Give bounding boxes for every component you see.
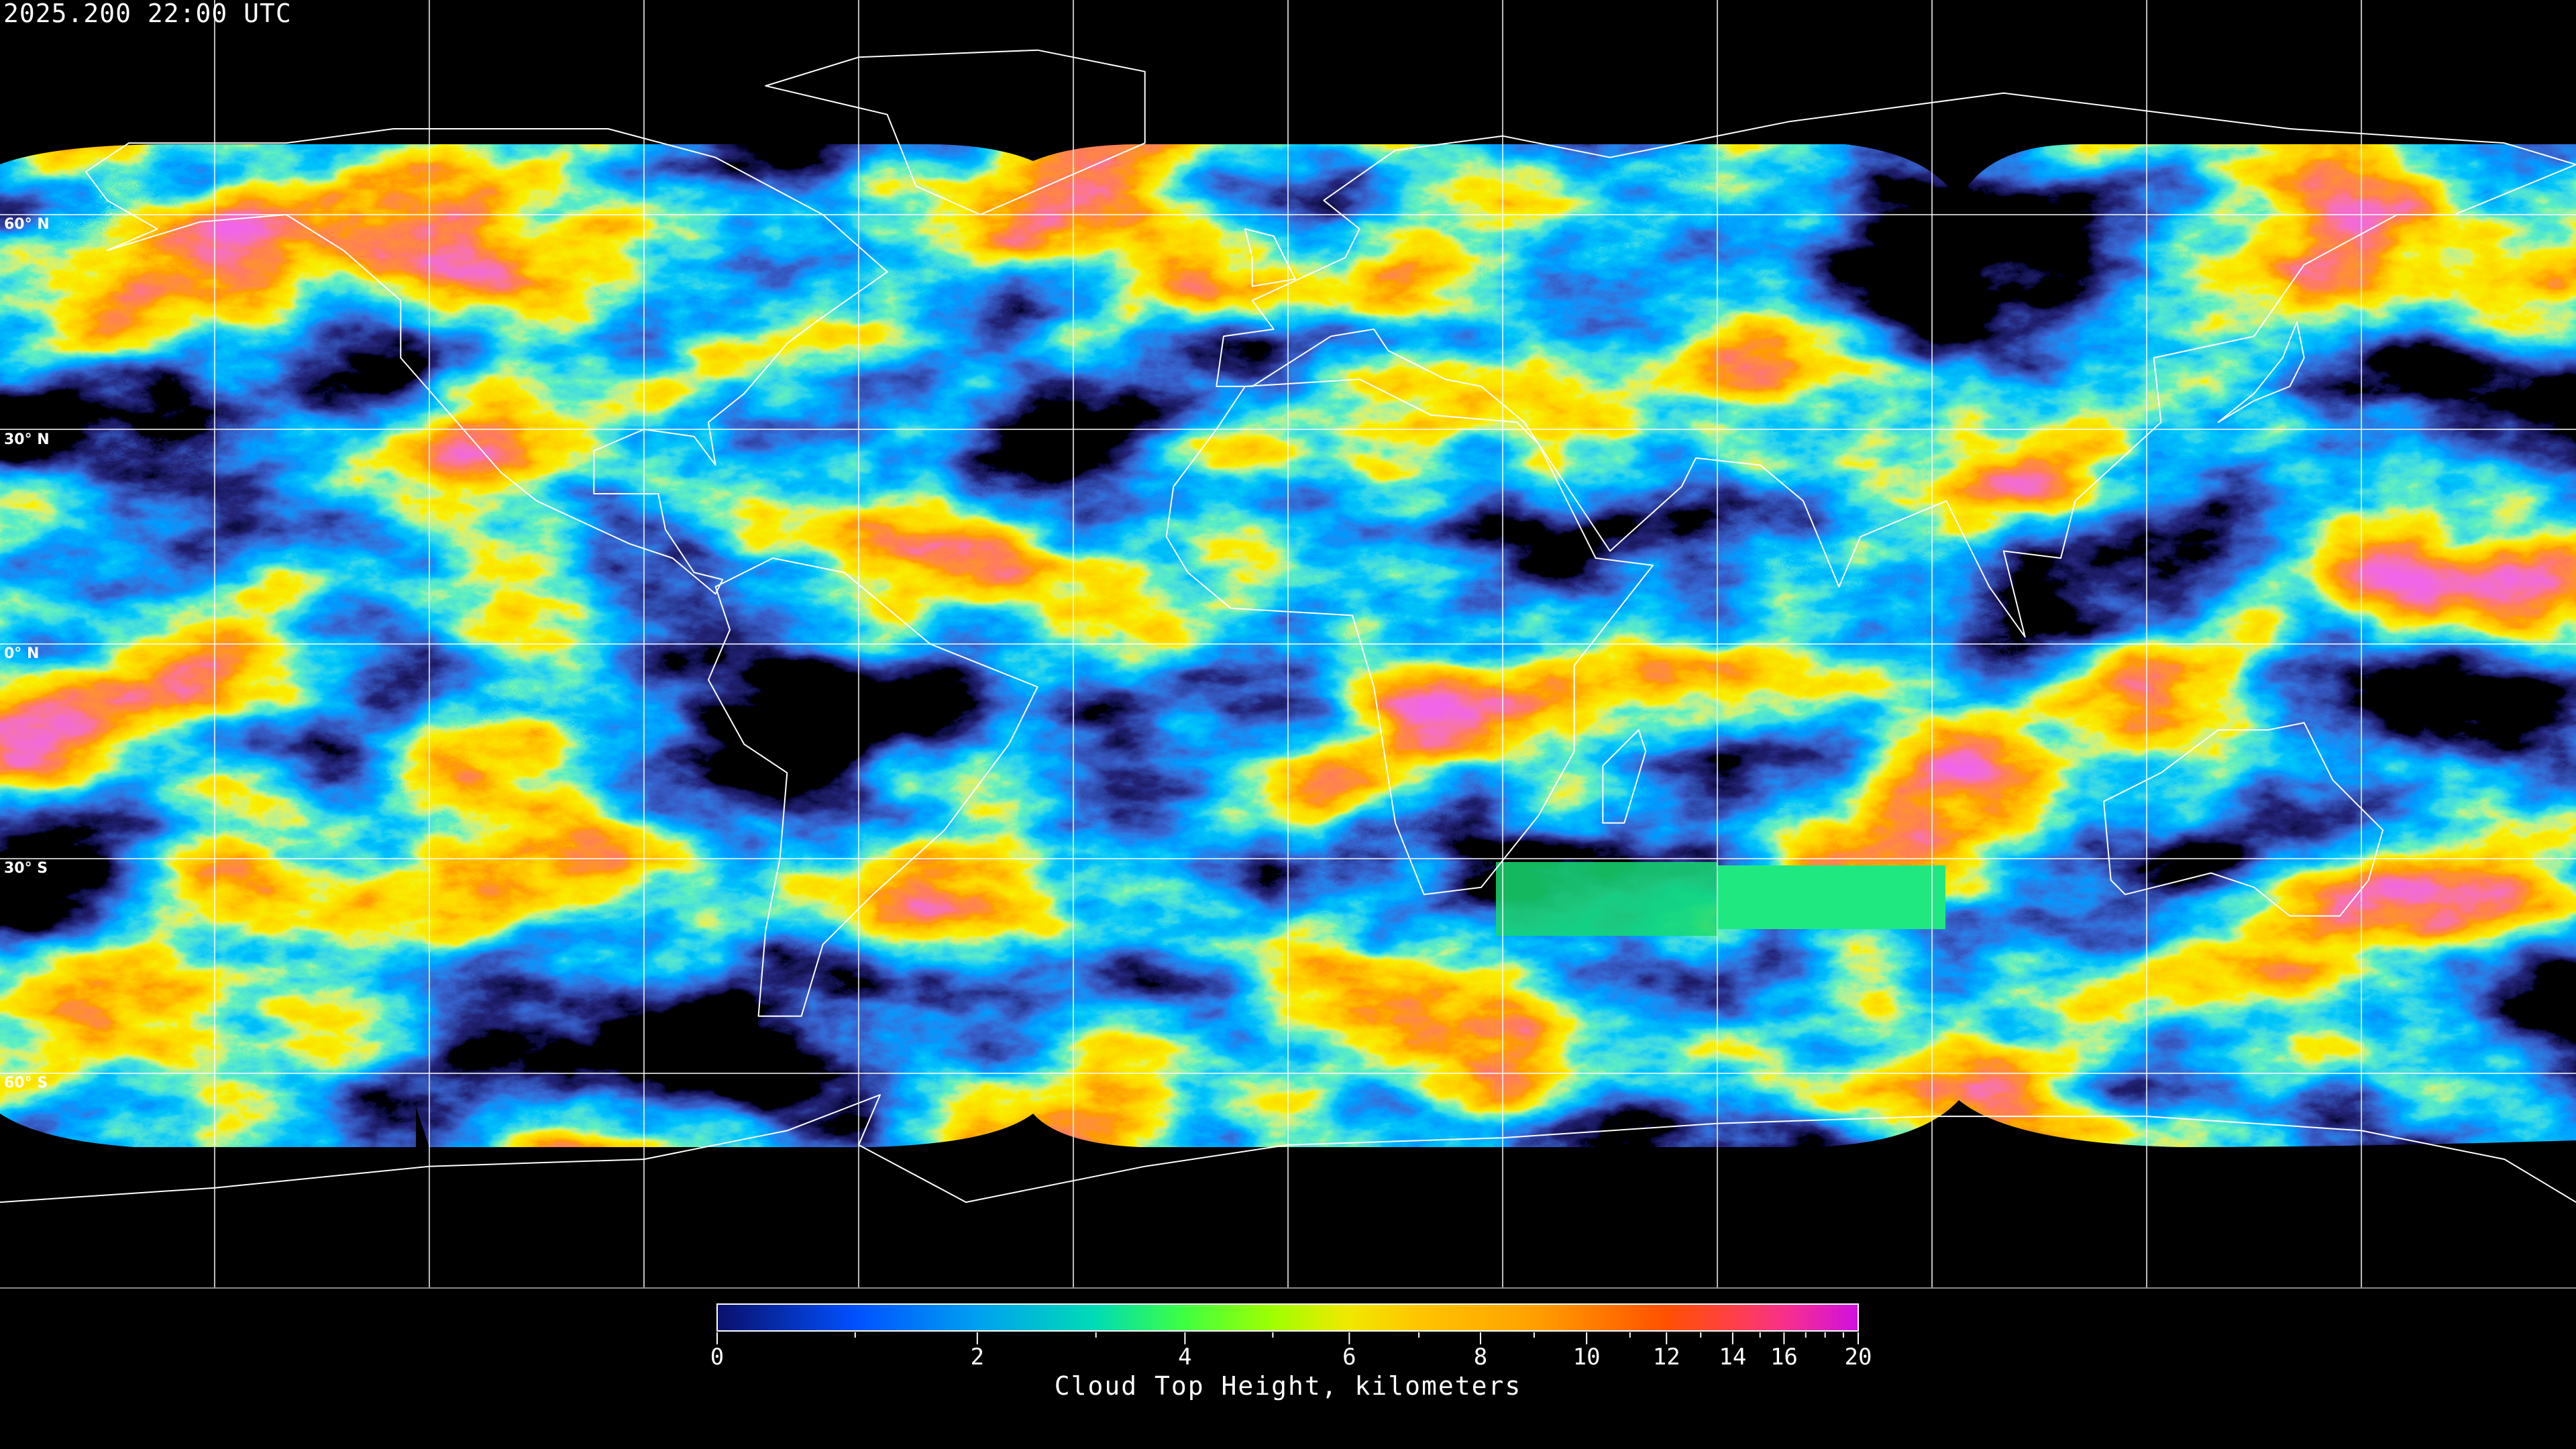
colorbar-tick-label: 2	[971, 1344, 984, 1371]
coastline-australia	[2103, 722, 2384, 917]
latitude-label-60n: 60° N	[4, 216, 50, 233]
cloud-top-height-map	[0, 0, 2576, 1288]
coastline-south-america	[708, 557, 1038, 1017]
map-bottom-border	[0, 1287, 2576, 1289]
colorbar-tick-label: 4	[1178, 1344, 1191, 1371]
latitude-label-0n: 0° N	[4, 645, 40, 662]
colorbar-tick-label: 0	[710, 1344, 724, 1371]
colorbar: 0 2 4 6 8 10 12 14 16 20	[710, 1303, 1872, 1371]
colorbar-tick-label: 16	[1770, 1344, 1798, 1371]
colorbar-tick-label: 20	[1845, 1344, 1872, 1371]
colorbar-ticks: 0 2 4 6 8 10 12 14 16 20	[710, 1332, 1872, 1371]
coastline-antarctica	[0, 1094, 2576, 1203]
lat-lon-grid	[0, 0, 2576, 1288]
coastline-eurasia	[1216, 92, 2576, 638]
data-artifact-patch	[1496, 862, 1717, 936]
latitude-label-60s: 60° S	[4, 1075, 48, 1091]
latitude-label-30s: 30° S	[4, 860, 48, 877]
timestamp: 2025.200 22:00 UTC	[3, 0, 292, 28]
colorbar-title: Cloud Top Height, kilometers	[1054, 1371, 1522, 1401]
colorbar-tick-label: 12	[1653, 1344, 1680, 1371]
coastline-africa	[1165, 378, 1654, 896]
coastline-madagascar	[1602, 729, 1647, 824]
coastline-north-america	[85, 128, 888, 595]
colorbar-tick-label: 14	[1719, 1344, 1746, 1371]
colorbar-gradient	[716, 1303, 1859, 1332]
colorbar-tick-label: 6	[1342, 1344, 1356, 1371]
coastline-greenland	[765, 49, 1146, 215]
colorbar-tick-label: 10	[1573, 1344, 1601, 1371]
data-artifact-patch	[1717, 865, 1945, 929]
coastline-japan	[2217, 321, 2305, 423]
latitude-label-30n: 30° N	[4, 431, 50, 448]
coastlines	[0, 49, 2576, 1203]
colorbar-tick-label: 8	[1474, 1344, 1487, 1371]
